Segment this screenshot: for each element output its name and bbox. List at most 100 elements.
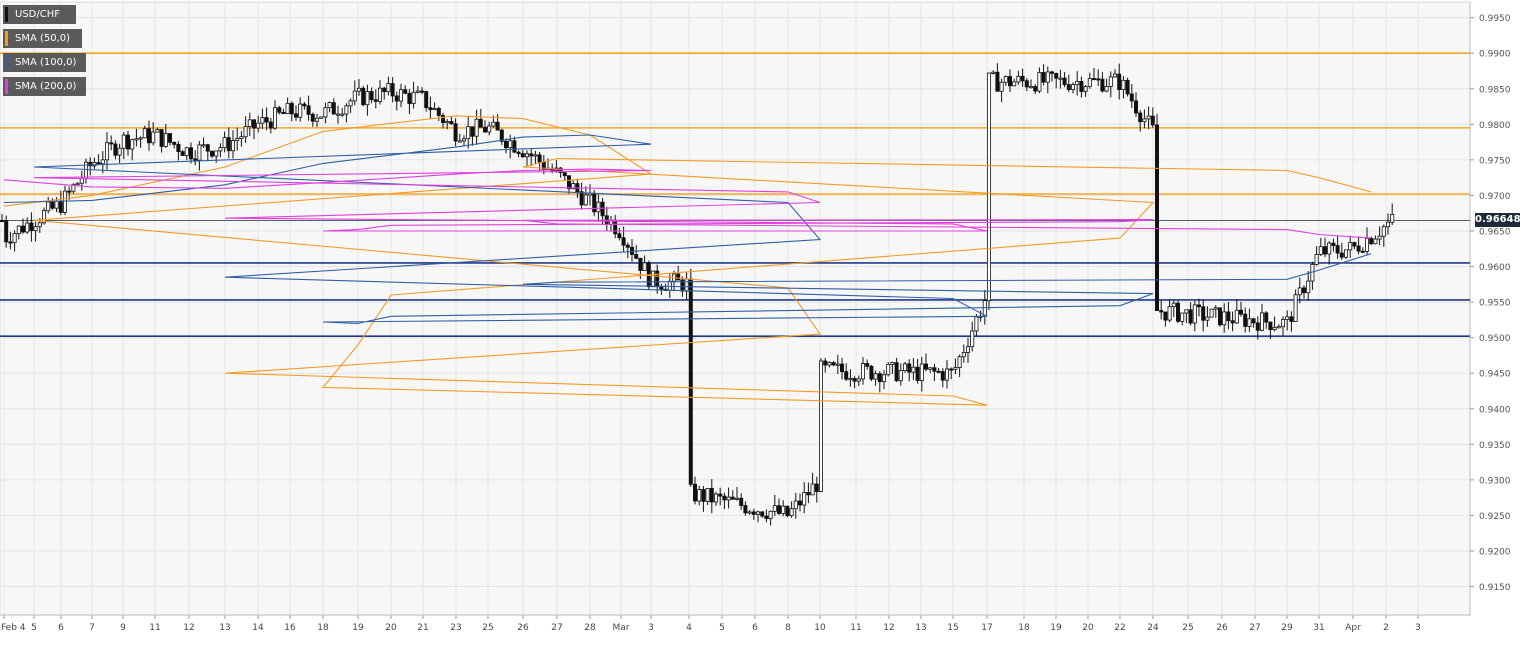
candle-up — [260, 117, 265, 124]
legend-label: SMA (200,0) — [15, 81, 77, 92]
legend-label: SMA (100,0) — [15, 57, 77, 68]
y-tick-label: 0.9250 — [1479, 512, 1511, 522]
candle-down — [562, 172, 567, 177]
candle-down — [8, 241, 13, 244]
candle-down — [1062, 77, 1067, 86]
candle-up — [230, 140, 235, 152]
candle-up — [583, 194, 588, 206]
candle-up — [461, 138, 466, 142]
candle-up — [802, 492, 807, 506]
candle-up — [445, 121, 450, 124]
x-tick-label: 16 — [284, 623, 296, 633]
y-tick-label: 0.9500 — [1479, 334, 1511, 344]
candle-up — [344, 105, 349, 115]
candle-up — [340, 113, 345, 116]
x-tick-label: 24 — [1147, 623, 1159, 633]
candle-up — [982, 300, 987, 317]
y-tick-label: 0.9150 — [1479, 583, 1511, 593]
candle-down — [1033, 86, 1038, 92]
candle-down — [785, 505, 790, 517]
legend-swatch — [5, 7, 8, 22]
candle-down — [1079, 80, 1084, 92]
candle-up — [1306, 280, 1311, 294]
x-tick-label: Feb 4 — [1, 623, 26, 633]
candle-up — [1142, 118, 1147, 123]
candle-up — [285, 102, 290, 115]
candle-up — [1003, 76, 1008, 83]
candle-up — [100, 159, 105, 165]
candle-up — [386, 83, 391, 93]
candle-down — [520, 153, 525, 158]
candle-down — [823, 360, 828, 366]
candle-down — [1008, 76, 1013, 87]
x-tick-label: 3 — [1415, 623, 1421, 633]
x-tick-label: 25 — [1182, 623, 1193, 633]
candle-down — [1302, 287, 1307, 294]
candle-down — [844, 371, 849, 380]
candle-down — [226, 137, 231, 152]
legend-item-sma200[interactable]: SMA (200,0) — [3, 77, 86, 96]
candle-up — [1344, 249, 1349, 258]
x-tick-label: 28 — [584, 623, 596, 633]
candle-up — [1083, 86, 1088, 92]
y-tick-label: 0.9350 — [1479, 441, 1511, 451]
candle-down — [268, 121, 273, 129]
candle-down — [852, 378, 857, 382]
candle-down — [394, 95, 399, 102]
candle-down — [373, 99, 378, 102]
candle-up — [1016, 75, 1021, 83]
candle-up — [919, 363, 924, 381]
candle-down — [407, 92, 412, 104]
candle-up — [46, 201, 51, 212]
candle-down — [655, 270, 660, 288]
candle-up — [1272, 326, 1277, 331]
candle-up — [735, 497, 740, 500]
candle-up — [1381, 226, 1386, 237]
candle-down — [840, 363, 845, 373]
candle-down — [1150, 115, 1155, 126]
candle-up — [756, 511, 761, 515]
candle-up — [319, 116, 324, 119]
candle-up — [970, 330, 975, 348]
y-tick-label: 0.9850 — [1479, 85, 1511, 95]
x-tick-label: 20 — [1082, 623, 1094, 633]
candle-up — [726, 496, 731, 501]
candle-down — [1323, 246, 1328, 255]
candle-up — [1071, 84, 1076, 90]
candle-up — [928, 367, 933, 370]
legend-item-sma100[interactable]: SMA (100,0) — [3, 53, 86, 72]
candle-down — [743, 505, 748, 514]
legend-item-sma50[interactable]: SMA (50,0) — [3, 29, 82, 48]
candle-up — [1386, 221, 1391, 228]
candle-down — [1218, 307, 1223, 326]
candle-down — [806, 492, 811, 496]
candle-down — [470, 126, 475, 137]
candle-down — [1066, 84, 1071, 90]
x-tick-label: 22 — [1114, 623, 1125, 633]
candle-down — [579, 191, 584, 206]
candle-down — [1134, 100, 1139, 114]
candle-down — [1255, 322, 1260, 331]
candle-up — [415, 90, 420, 93]
candle-up — [714, 493, 719, 503]
y-tick-label: 0.9300 — [1479, 476, 1511, 486]
candle-down — [1041, 72, 1046, 83]
x-tick-label: 18 — [1018, 623, 1030, 633]
candle-up — [789, 508, 794, 517]
y-tick-label: 0.9700 — [1479, 192, 1511, 202]
candle-down — [4, 220, 9, 243]
x-tick-label: 25 — [482, 623, 493, 633]
candle-up — [474, 118, 479, 137]
candle-down — [1092, 78, 1097, 81]
candle-down — [718, 493, 723, 497]
candle-down — [995, 71, 1000, 92]
candle-down — [634, 254, 639, 259]
legend-item-symbol[interactable]: USD/CHF — [3, 5, 76, 24]
candle-down — [1117, 73, 1122, 90]
candle-down — [1356, 245, 1361, 252]
candle-down — [482, 126, 487, 133]
candle-up — [697, 489, 702, 502]
candle-up — [898, 370, 903, 382]
candle-up — [298, 103, 303, 118]
candle-up — [247, 119, 252, 128]
